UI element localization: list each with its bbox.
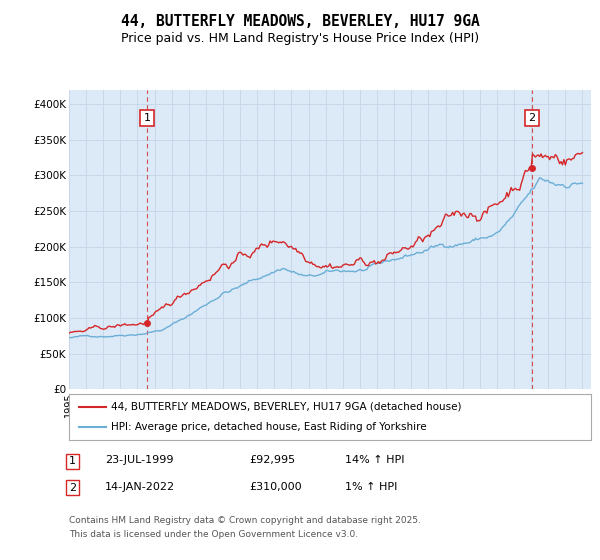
Text: 14-JAN-2022: 14-JAN-2022 xyxy=(105,482,175,492)
Text: 44, BUTTERFLY MEADOWS, BEVERLEY, HU17 9GA (detached house): 44, BUTTERFLY MEADOWS, BEVERLEY, HU17 9G… xyxy=(111,402,461,412)
Text: Contains HM Land Registry data © Crown copyright and database right 2025.: Contains HM Land Registry data © Crown c… xyxy=(69,516,421,525)
Text: 1: 1 xyxy=(143,113,151,123)
Text: £92,995: £92,995 xyxy=(249,455,295,465)
Text: 14% ↑ HPI: 14% ↑ HPI xyxy=(345,455,404,465)
Text: HPI: Average price, detached house, East Riding of Yorkshire: HPI: Average price, detached house, East… xyxy=(111,422,427,432)
Text: This data is licensed under the Open Government Licence v3.0.: This data is licensed under the Open Gov… xyxy=(69,530,358,539)
Text: 44, BUTTERFLY MEADOWS, BEVERLEY, HU17 9GA: 44, BUTTERFLY MEADOWS, BEVERLEY, HU17 9G… xyxy=(121,14,479,29)
Text: 2: 2 xyxy=(528,113,535,123)
Text: Price paid vs. HM Land Registry's House Price Index (HPI): Price paid vs. HM Land Registry's House … xyxy=(121,32,479,45)
Text: 1: 1 xyxy=(69,456,76,466)
Text: 23-JUL-1999: 23-JUL-1999 xyxy=(105,455,173,465)
Text: £310,000: £310,000 xyxy=(249,482,302,492)
Text: 1% ↑ HPI: 1% ↑ HPI xyxy=(345,482,397,492)
Text: 2: 2 xyxy=(69,483,76,493)
